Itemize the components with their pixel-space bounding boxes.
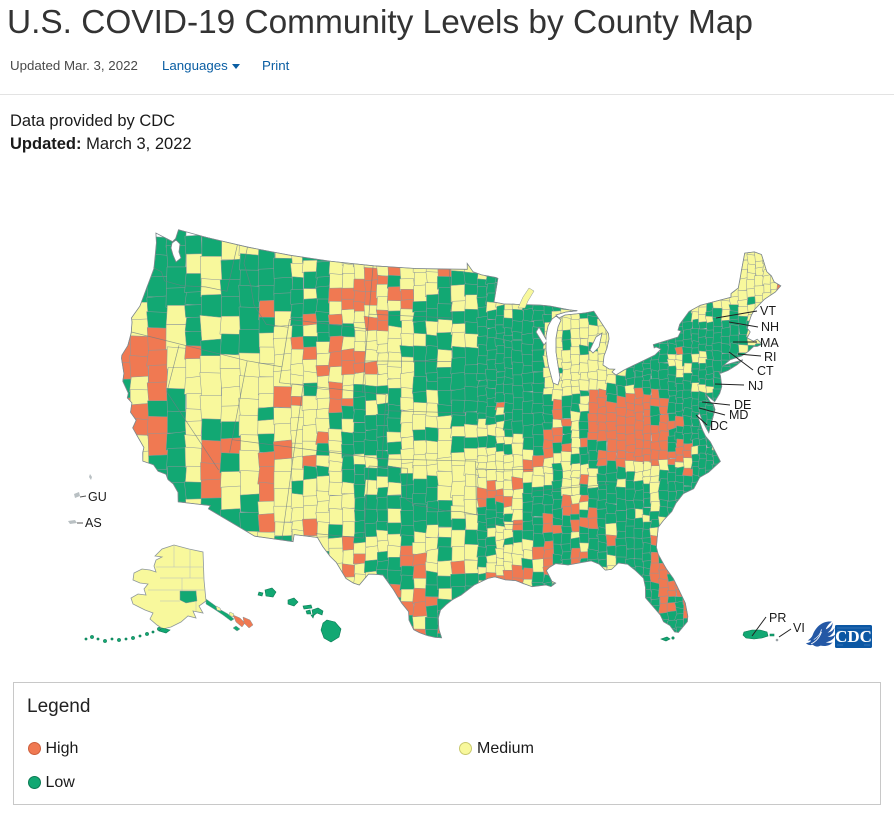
svg-text:GU: GU	[88, 490, 107, 504]
svg-text:VI: VI	[793, 621, 805, 635]
svg-text:AS: AS	[85, 516, 102, 530]
svg-text:PR: PR	[769, 611, 786, 625]
svg-text:MD: MD	[729, 408, 748, 422]
svg-text:NJ: NJ	[748, 379, 763, 393]
svg-text:NH: NH	[761, 320, 779, 334]
svg-text:VT: VT	[760, 304, 776, 318]
svg-text:DC: DC	[710, 419, 728, 433]
svg-text:DE: DE	[734, 398, 751, 412]
svg-text:CT: CT	[757, 364, 774, 378]
svg-text:MA: MA	[760, 336, 779, 350]
svg-text:CDC: CDC	[835, 627, 872, 646]
svg-text:RI: RI	[764, 350, 777, 364]
